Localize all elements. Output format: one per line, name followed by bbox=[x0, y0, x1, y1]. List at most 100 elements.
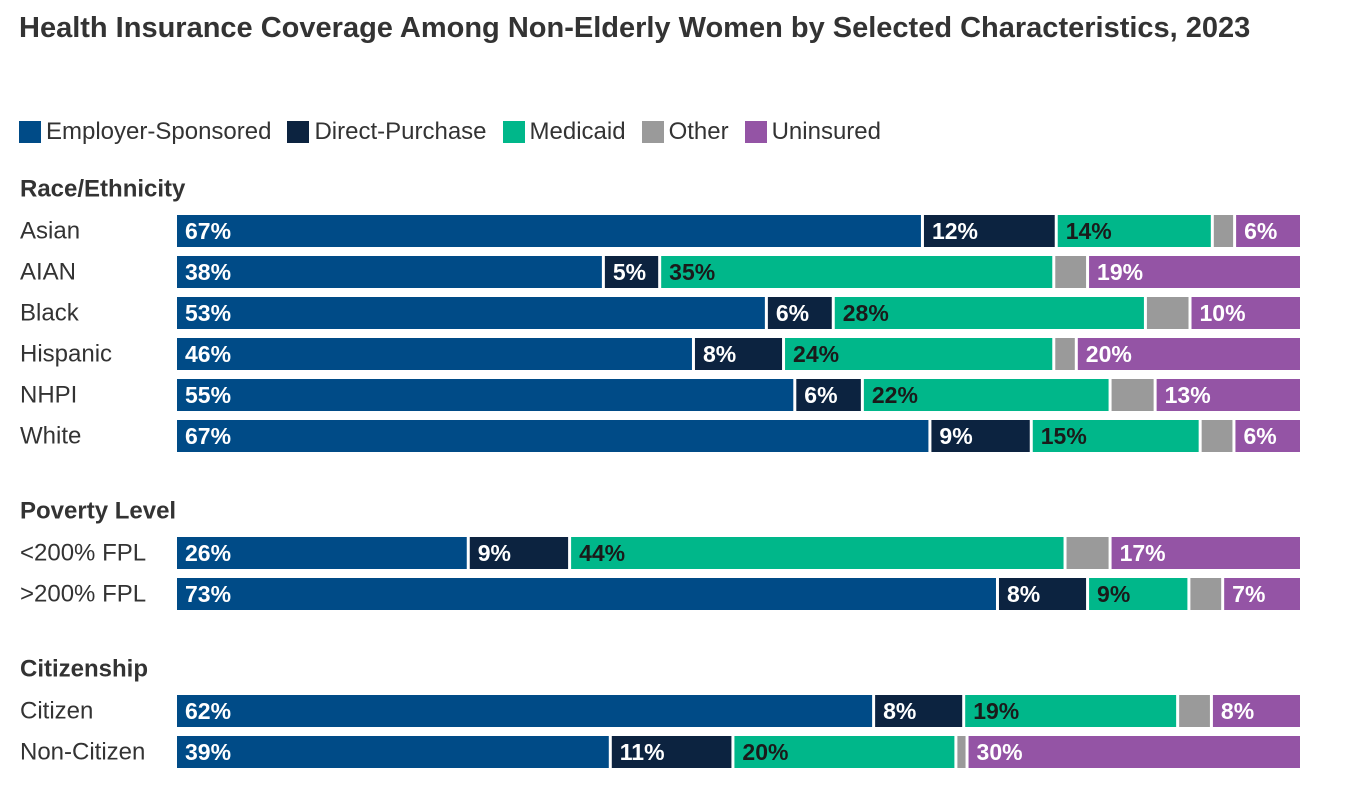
data-label-nhpi-uninsured: 13% bbox=[1165, 382, 1211, 408]
data-label-aian-direct-purchase: 5% bbox=[613, 259, 646, 285]
bar-citizen-direct-purchase bbox=[875, 695, 963, 727]
bar-nhpi-direct-purchase bbox=[796, 379, 861, 411]
bar-black-employer-sponsored bbox=[177, 297, 765, 329]
bar-black-medicaid bbox=[834, 297, 1144, 329]
bar-nhpi-other bbox=[1111, 379, 1154, 411]
bar-black-direct-purchase bbox=[767, 297, 832, 329]
row-label-aian: AIAN bbox=[20, 259, 76, 286]
bar-hispanic-uninsured bbox=[1077, 338, 1300, 370]
row-label-asian: Asian bbox=[20, 218, 80, 245]
bar-asian-employer-sponsored bbox=[177, 215, 921, 247]
bar-non-citizen-medicaid bbox=[734, 736, 955, 768]
data-label-citizen-medicaid: 19% bbox=[973, 698, 1019, 724]
data-label-citizen-direct-purchase: 8% bbox=[883, 698, 916, 724]
bar-200-fpl-employer-sponsored bbox=[177, 537, 467, 569]
data-label-200-fpl-medicaid: 9% bbox=[1097, 581, 1130, 607]
bar-200-fpl-uninsured bbox=[1224, 578, 1300, 610]
bar-non-citizen-uninsured bbox=[968, 736, 1300, 768]
data-label-asian-direct-purchase: 12% bbox=[932, 218, 978, 244]
bar-citizen-other bbox=[1179, 695, 1210, 727]
bar-nhpi-uninsured bbox=[1156, 379, 1300, 411]
data-label-nhpi-medicaid: 22% bbox=[872, 382, 918, 408]
data-label-aian-uninsured: 19% bbox=[1097, 259, 1143, 285]
bar-hispanic-direct-purchase bbox=[694, 338, 783, 370]
data-label-asian-uninsured: 6% bbox=[1244, 218, 1277, 244]
data-label-200-fpl-employer-sponsored: 26% bbox=[185, 540, 231, 566]
legend-label-direct-purchase: Direct-Purchase bbox=[314, 118, 487, 145]
row-label-white: White bbox=[20, 423, 81, 450]
legend-label-medicaid: Medicaid bbox=[529, 118, 626, 145]
bar-asian-other bbox=[1213, 215, 1234, 247]
legend-swatch-direct-purchase bbox=[287, 121, 310, 143]
group-header-poverty-level: Poverty Level bbox=[20, 498, 176, 525]
data-label-black-direct-purchase: 6% bbox=[776, 300, 809, 326]
bar-200-fpl-other bbox=[1066, 537, 1109, 569]
data-label-non-citizen-direct-purchase: 11% bbox=[620, 739, 665, 765]
legend-item-direct-purchase: Direct-Purchase bbox=[287, 118, 487, 146]
bar-nhpi-medicaid bbox=[863, 379, 1109, 411]
legend-swatch-other bbox=[641, 121, 664, 143]
bar-asian-uninsured bbox=[1236, 215, 1300, 247]
bar-black-uninsured bbox=[1191, 297, 1300, 329]
data-label-citizen-uninsured: 8% bbox=[1221, 698, 1254, 724]
bar-nhpi-employer-sponsored bbox=[177, 379, 794, 411]
bar-asian-medicaid bbox=[1057, 215, 1211, 247]
data-label-200-fpl-medicaid: 44% bbox=[579, 540, 625, 566]
data-label-white-uninsured: 6% bbox=[1243, 423, 1276, 449]
bar-200-fpl-medicaid bbox=[571, 537, 1064, 569]
data-label-hispanic-direct-purchase: 8% bbox=[703, 341, 736, 367]
legend-item-medicaid: Medicaid bbox=[502, 118, 626, 146]
legend-item-employer-sponsored: Employer-Sponsored bbox=[19, 118, 271, 146]
bar-white-employer-sponsored bbox=[177, 420, 929, 452]
bar-citizen-employer-sponsored bbox=[177, 695, 873, 727]
bar-aian-medicaid bbox=[661, 256, 1053, 288]
data-label-aian-employer-sponsored: 38% bbox=[185, 259, 231, 285]
data-label-non-citizen-uninsured: 30% bbox=[977, 739, 1023, 765]
legend-label-employer-sponsored: Employer-Sponsored bbox=[46, 118, 272, 145]
data-label-citizen-employer-sponsored: 62% bbox=[185, 698, 231, 724]
data-label-white-employer-sponsored: 67% bbox=[185, 423, 231, 449]
legend-item-other: Other bbox=[641, 118, 729, 146]
data-label-asian-employer-sponsored: 67% bbox=[185, 218, 231, 244]
row-label-black: Black bbox=[20, 300, 80, 327]
legend-label-uninsured: Uninsured bbox=[771, 118, 881, 145]
bar-white-other bbox=[1201, 420, 1233, 452]
bar-hispanic-medicaid bbox=[785, 338, 1053, 370]
legend-item-uninsured: Uninsured bbox=[744, 118, 881, 146]
data-label-nhpi-direct-purchase: 6% bbox=[804, 382, 837, 408]
data-label-black-medicaid: 28% bbox=[843, 300, 889, 326]
bar-non-citizen-employer-sponsored bbox=[177, 736, 609, 768]
data-label-white-medicaid: 15% bbox=[1041, 423, 1087, 449]
bar-citizen-uninsured bbox=[1212, 695, 1300, 727]
bar-non-citizen-other bbox=[957, 736, 966, 768]
data-label-hispanic-uninsured: 20% bbox=[1086, 341, 1132, 367]
bar-aian-direct-purchase bbox=[604, 256, 659, 288]
data-label-200-fpl-direct-purchase: 9% bbox=[478, 540, 511, 566]
group-header-citizenship: Citizenship bbox=[20, 656, 148, 683]
data-label-asian-medicaid: 14% bbox=[1066, 218, 1112, 244]
group-header-race-ethnicity: Race/Ethnicity bbox=[20, 176, 186, 203]
legend-swatch-uninsured bbox=[744, 121, 767, 143]
bar-non-citizen-direct-purchase bbox=[611, 736, 732, 768]
data-label-white-direct-purchase: 9% bbox=[939, 423, 972, 449]
row-label-200-fpl: >200% FPL bbox=[20, 581, 146, 608]
bar-200-fpl-other bbox=[1190, 578, 1222, 610]
bar-white-direct-purchase bbox=[931, 420, 1030, 452]
bar-hispanic-other bbox=[1055, 338, 1075, 370]
bar-citizen-medicaid bbox=[965, 695, 1177, 727]
chart-legend: Employer-Sponsored Direct-Purchase Medic… bbox=[19, 116, 897, 148]
data-label-non-citizen-employer-sponsored: 39% bbox=[185, 739, 231, 765]
row-label-nhpi: NHPI bbox=[20, 382, 77, 409]
bar-aian-employer-sponsored bbox=[177, 256, 602, 288]
legend-label-other: Other bbox=[668, 118, 729, 145]
data-label-hispanic-medicaid: 24% bbox=[793, 341, 839, 367]
bar-hispanic-employer-sponsored bbox=[177, 338, 692, 370]
data-label-200-fpl-uninsured: 17% bbox=[1120, 540, 1166, 566]
bar-200-fpl-direct-purchase bbox=[469, 537, 569, 569]
legend-swatch-employer-sponsored bbox=[19, 121, 41, 143]
bar-white-medicaid bbox=[1032, 420, 1199, 452]
data-label-200-fpl-direct-purchase: 8% bbox=[1007, 581, 1040, 607]
data-label-hispanic-employer-sponsored: 46% bbox=[185, 341, 231, 367]
bar-200-fpl-uninsured bbox=[1111, 537, 1300, 569]
row-label-hispanic: Hispanic bbox=[20, 341, 112, 368]
